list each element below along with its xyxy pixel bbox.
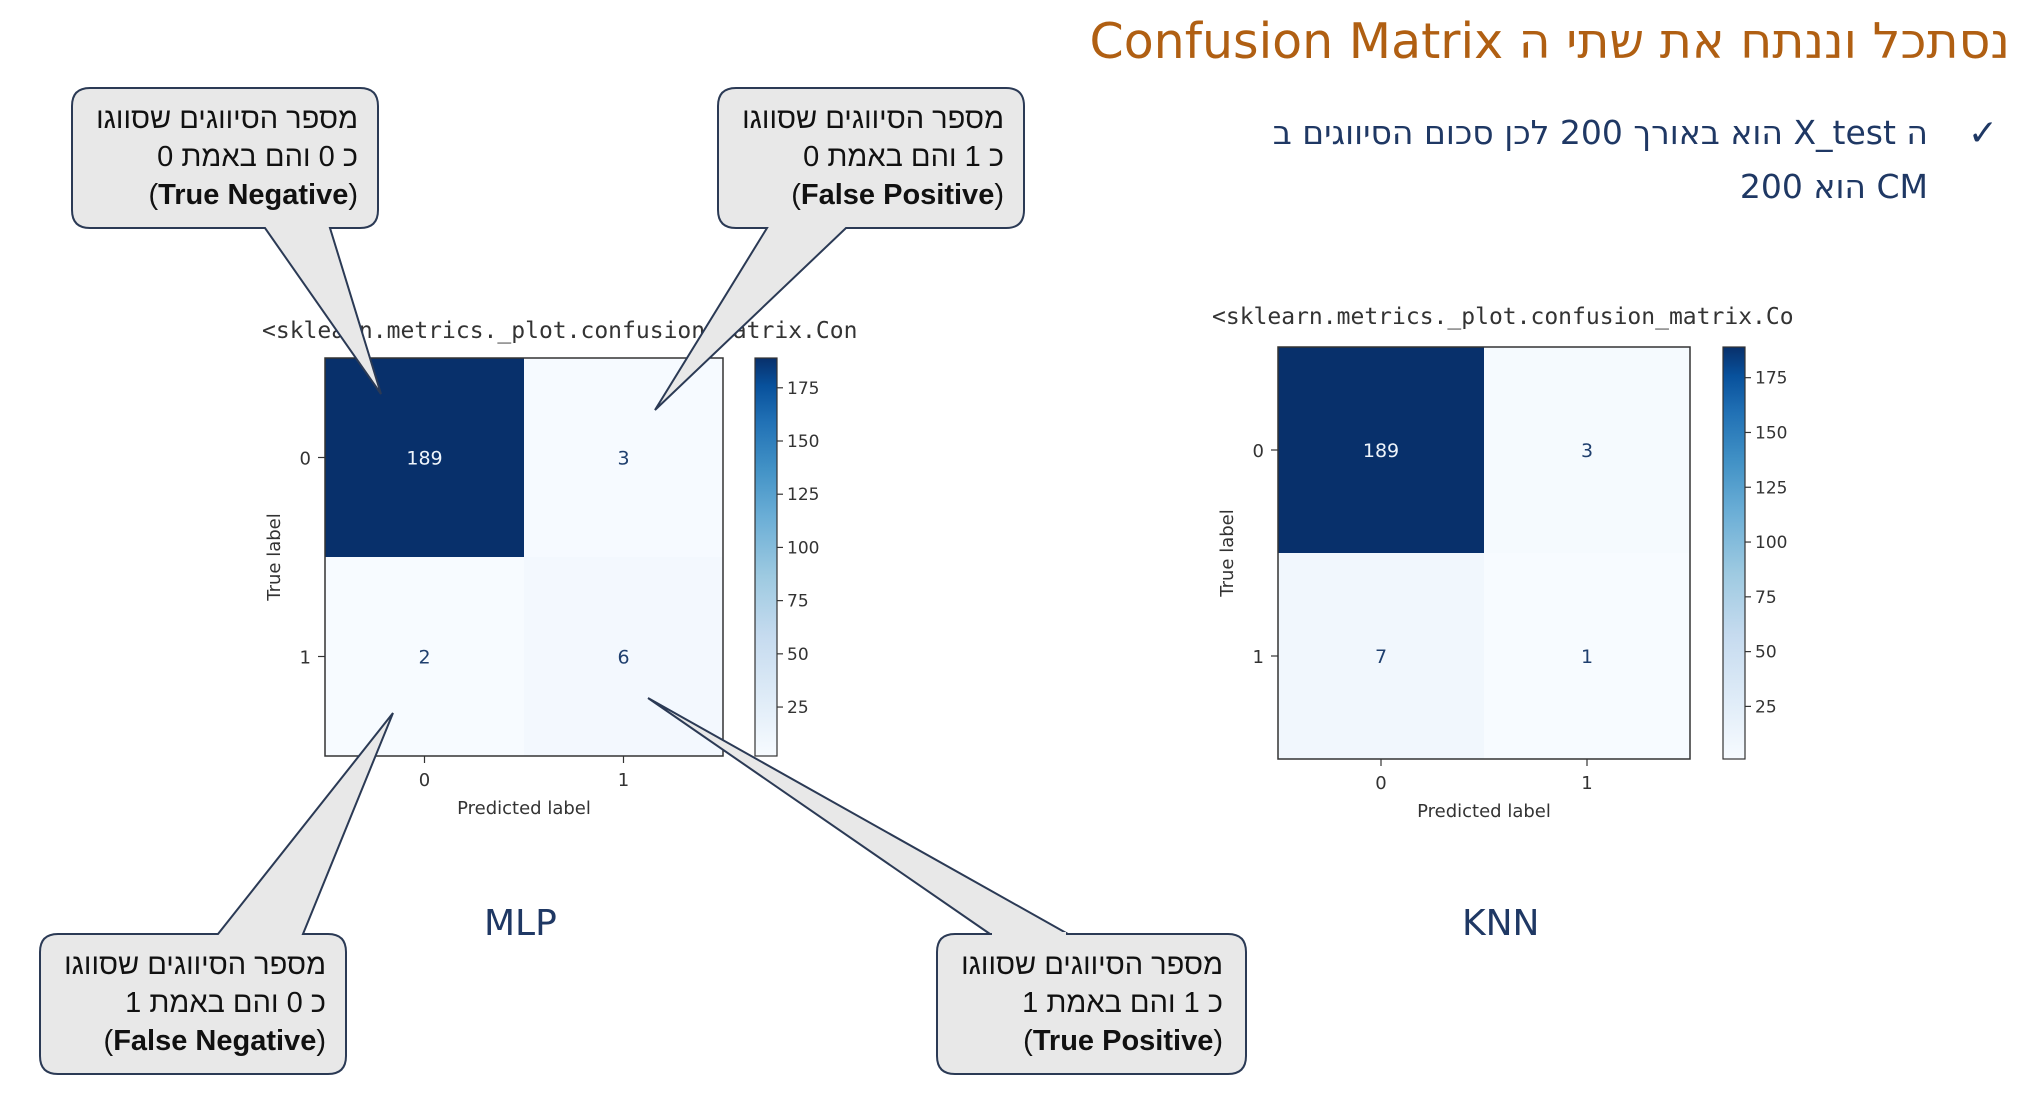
mlp-model-label: MLP — [484, 903, 557, 944]
colorbar-tick-label: 25 — [787, 698, 809, 718]
paren-close: ) — [1023, 1025, 1033, 1057]
x-tick-label: 1 — [1581, 773, 1592, 794]
x-tick-label: 0 — [1375, 773, 1386, 794]
callout-true-negative: מספר הסיווגים שסווגו כ 0 והם באמת 0 (Tru… — [90, 100, 358, 214]
callout-tn-line2: כ 0 והם באמת 0 — [157, 141, 358, 173]
callout-true-negative-shape — [71, 87, 382, 395]
callout-fn-line2: כ 0 והם באמת 1 — [125, 987, 326, 1019]
colorbar-tick-label: 50 — [1755, 643, 1777, 663]
cell-value-label: 3 — [1581, 440, 1593, 462]
bullet-line-2: CM הוא 200 — [1739, 167, 1928, 206]
callout-tp-term: True Positive — [1032, 1025, 1214, 1057]
cell-value-label: 3 — [617, 448, 629, 470]
colorbar-tick-label: 175 — [787, 379, 819, 399]
x-tick-label: 0 — [419, 770, 430, 791]
colorbar-tick-label: 150 — [787, 432, 819, 452]
callout-false-positive-shape — [654, 87, 1025, 411]
check-bullet-icon: ✓ — [1967, 113, 1998, 154]
paren-open: ( — [316, 1025, 326, 1057]
colorbar-tick-label: 125 — [787, 485, 819, 505]
colorbar-tick-label: 100 — [787, 538, 819, 558]
bullet-line-1: ה X_test הוא באורך 200 לכן סכום הסיווגים… — [1272, 113, 1928, 152]
callout-true-positive-pointer — [647, 697, 1072, 935]
x-tick-label: 1 — [618, 770, 629, 791]
y-tick-label: 0 — [1253, 441, 1264, 462]
cell-value-label: 7 — [1375, 646, 1387, 668]
cell-value-label: 6 — [617, 647, 629, 669]
knn-caption: <sklearn.metrics._plot.confusion_matrix.… — [1212, 304, 1794, 330]
cell-value-label: 1 — [1581, 646, 1593, 668]
callout-fn-line1: מספר הסיווגים שסווגו — [64, 949, 326, 981]
callout-false-positive: מספר הסיווגים שסווגו כ 1 והם באמת 0 (Fal… — [736, 100, 1004, 214]
paren-open: ( — [348, 179, 358, 211]
knn-confusion-matrix: 189 3 7 1 0 1 0 1 Predicted label True label 175 15… — [1217, 346, 1787, 822]
callout-true-positive: מספר הסיווגים שסווגו כ 1 והם באמת 1 (Tru… — [955, 946, 1223, 1060]
colorbar-tick-label: 75 — [1755, 588, 1777, 608]
paren-open: ( — [994, 179, 1004, 211]
matrix-cell — [1484, 347, 1690, 553]
callout-tn-line1: מספר הסיווגים שסווגו — [96, 103, 358, 135]
callout-fn-term: False Negative — [113, 1025, 317, 1057]
matrix-frame — [324, 357, 724, 757]
colorbar-tick-label: 25 — [1755, 697, 1777, 717]
colorbar — [754, 357, 778, 757]
callout-fp-term: False Positive — [800, 179, 995, 211]
colorbar-tick-label: 75 — [787, 592, 809, 612]
cell-value-label: 2 — [418, 647, 430, 669]
x-axis-label: Predicted label — [457, 798, 591, 819]
matrix-cell — [524, 358, 723, 557]
callout-tn-term: True Negative — [158, 179, 349, 211]
callout-tp-line1: מספר הסיווגים שסווגו — [961, 949, 1223, 981]
paren-close: ) — [103, 1025, 114, 1057]
cell-value-label: 189 — [1363, 440, 1399, 462]
y-tick-label: 1 — [1253, 647, 1264, 668]
matrix-cell — [325, 557, 524, 756]
colorbar-tick-label: 50 — [787, 645, 809, 665]
callout-tp-term-line: (True Positive) — [955, 1022, 1223, 1060]
y-tick-label: 0 — [300, 449, 311, 470]
bullet-text: ה X_test הוא באורך 200 לכן סכום הסיווגים… — [1168, 106, 1928, 214]
colorbar-tick-label: 125 — [1755, 478, 1787, 498]
x-axis-label: Predicted label — [1417, 801, 1551, 822]
callout-fp-line2: כ 1 והם באמת 0 — [803, 141, 1004, 173]
callout-false-negative-shape — [39, 712, 394, 1075]
matrix-frame — [1277, 346, 1691, 760]
paren-close: ) — [791, 179, 801, 211]
paren-close: ) — [148, 179, 159, 211]
knn-model-label: KNN — [1462, 903, 1540, 944]
callout-fn-term-line: (False Negative) — [58, 1022, 326, 1060]
callout-tn-term-line: (True Negative) — [90, 176, 358, 214]
callout-fp-line1: מספר הסיווגים שסווגו — [742, 103, 1004, 135]
matrix-cell — [325, 358, 524, 557]
y-tick-label: 1 — [300, 648, 311, 669]
callout-false-negative: מספר הסיווגים שסווגו כ 0 והם באמת 1 (Fal… — [58, 946, 326, 1060]
matrix-cell — [1278, 347, 1484, 553]
callout-tp-line2: כ 1 והם באמת 1 — [1022, 987, 1223, 1019]
colorbar-tick-label: 150 — [1755, 423, 1787, 443]
colorbar-tick-label: 100 — [1755, 533, 1787, 553]
callout-fp-term-line: (False Positive) — [736, 176, 1004, 214]
y-axis-label: True label — [1217, 509, 1238, 598]
slide-title: נסתכל וננתח את שתי ה Confusion Matrix — [1089, 13, 2010, 70]
y-axis-label: True label — [264, 513, 285, 602]
colorbar-tick-label: 175 — [1755, 369, 1787, 389]
cell-value-label: 189 — [406, 448, 442, 470]
matrix-cell — [1484, 553, 1690, 759]
matrix-cell — [1278, 553, 1484, 759]
callout-true-positive-shape — [936, 933, 1247, 1075]
colorbar — [1722, 346, 1746, 760]
paren-open: ( — [1213, 1025, 1223, 1057]
mlp-confusion-matrix: 189 3 2 6 0 1 0 1 Predicted label True label 175 15… — [264, 357, 819, 819]
